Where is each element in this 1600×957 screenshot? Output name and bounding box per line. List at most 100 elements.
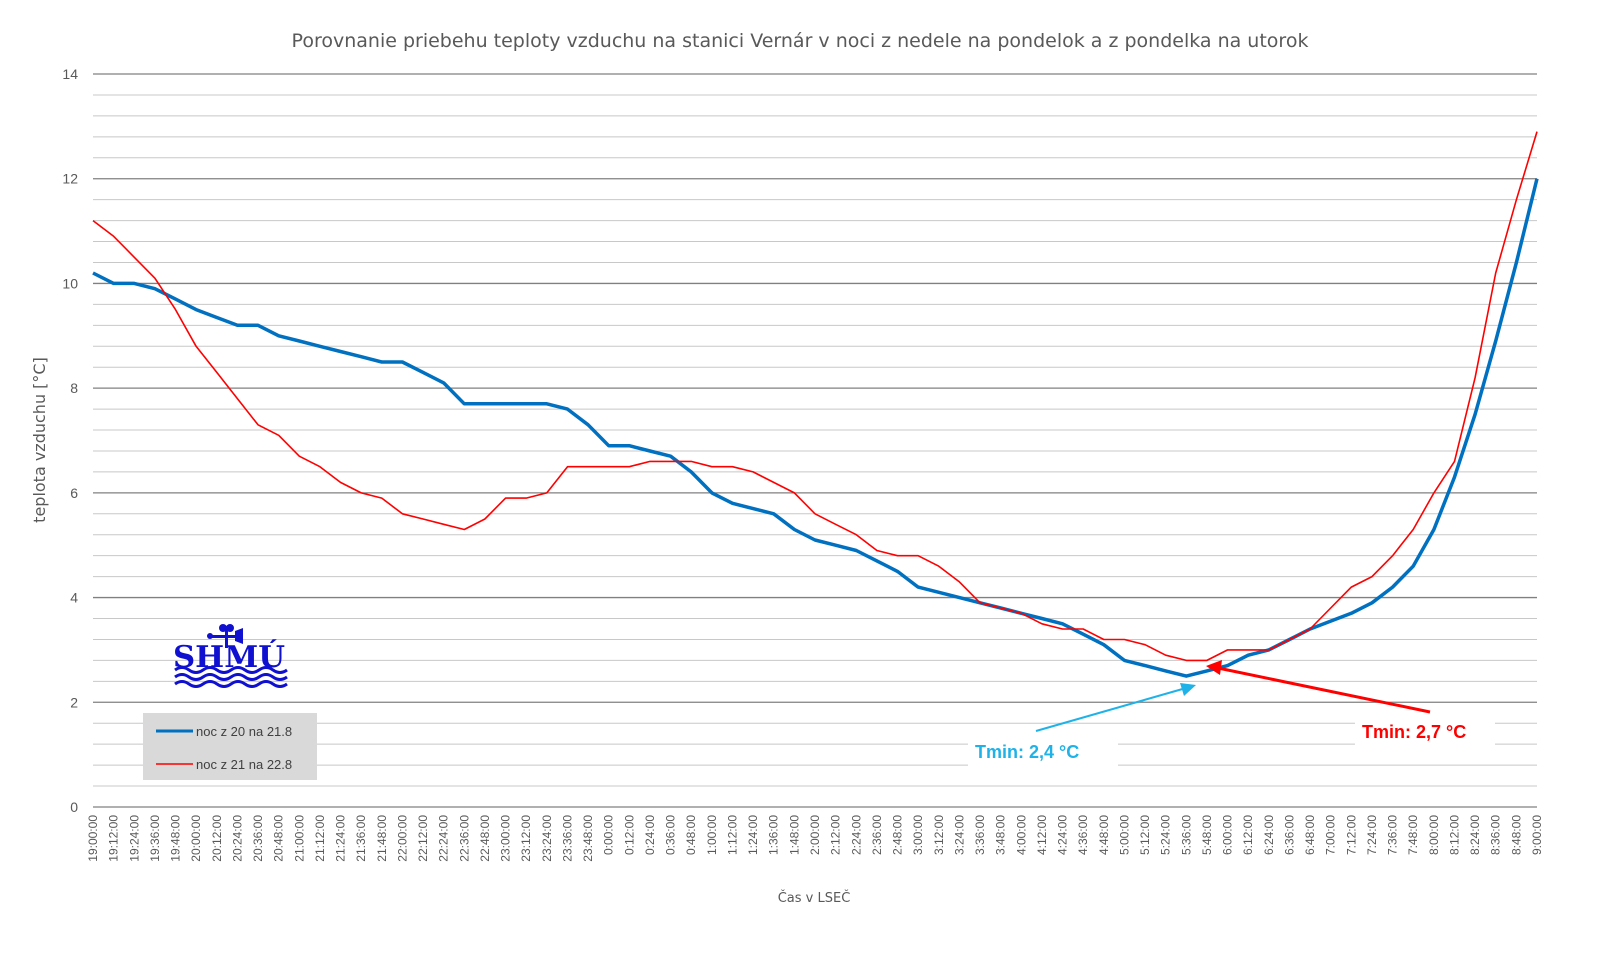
x-tick-label: 21:48:00 [375, 815, 389, 862]
y-tick-label: 2 [70, 694, 78, 710]
x-tick-label: 5:48:00 [1200, 815, 1214, 855]
series-lines [92, 131, 1539, 678]
annotation-arrow-red [1217, 666, 1431, 714]
x-tick-label: 20:48:00 [272, 815, 286, 862]
x-tick-label: 23:12:00 [519, 815, 533, 862]
y-tick-label: 10 [62, 275, 78, 291]
x-tick-label: 20:00:00 [189, 815, 203, 862]
y-tick-label: 6 [70, 485, 78, 501]
shmu-logo: SHMÚ [173, 624, 288, 688]
x-tick-label: 5:00:00 [1117, 815, 1131, 855]
x-tick-label: 23:24:00 [540, 815, 554, 862]
annotation-bg-blue [968, 735, 1118, 767]
x-tick-label: 4:36:00 [1076, 815, 1090, 855]
x-tick-label: 1:24:00 [746, 815, 760, 855]
x-axis-ticks: 19:00:00 19:12:00 19:24:00 19:36:00 19:48:00… [86, 815, 1544, 862]
x-tick-label: 21:24:00 [334, 815, 348, 862]
y-tick-label: 8 [70, 380, 78, 396]
y-tick-label: 12 [62, 171, 78, 187]
x-tick-label: 7:36:00 [1386, 815, 1400, 855]
x-tick-label: 22:00:00 [395, 815, 409, 862]
x-tick-label: 4:00:00 [1014, 815, 1028, 855]
x-tick-label: 22:24:00 [437, 815, 451, 862]
x-tick-label: 0:36:00 [664, 815, 678, 855]
x-tick-label: 6:36:00 [1282, 815, 1296, 855]
arrow-head-blue-icon [1180, 683, 1196, 696]
x-tick-label: 23:36:00 [560, 815, 574, 862]
waves-icon [174, 666, 288, 688]
weather-vane-icon [207, 624, 243, 648]
arrow-head-red-icon [1206, 660, 1222, 675]
x-tick-label: 1:00:00 [705, 815, 719, 855]
legend: noc z 20 na 21.8 noc z 21 na 22.8 [143, 713, 317, 780]
x-tick-label: 4:12:00 [1035, 815, 1049, 855]
y-tick-label: 0 [70, 799, 78, 815]
chart-title: Porovnanie priebehu teploty vzduchu na s… [292, 30, 1309, 52]
annotations: Tmin: 2,4 °C Tmin: 2,7 °C [968, 660, 1495, 767]
x-tick-label: 8:24:00 [1468, 815, 1482, 855]
x-tick-label: 2:00:00 [808, 815, 822, 855]
annotation-arrow-blue [1035, 687, 1187, 732]
x-tick-label: 19:12:00 [107, 815, 121, 862]
x-tick-label: 23:00:00 [499, 815, 513, 862]
x-tick-label: 2:36:00 [870, 815, 884, 855]
x-tick-label: 21:12:00 [313, 815, 327, 862]
x-tick-label: 20:12:00 [210, 815, 224, 862]
annotation-tmin-red: Tmin: 2,7 °C [1362, 722, 1466, 742]
x-tick-label: 4:24:00 [1056, 815, 1070, 855]
x-tick-label: 22:12:00 [416, 815, 430, 862]
x-tick-label: 19:48:00 [169, 815, 183, 862]
x-tick-label: 9:00:00 [1530, 815, 1544, 855]
x-tick-label: 6:12:00 [1241, 815, 1255, 855]
x-tick-label: 3:00:00 [911, 815, 925, 855]
x-tick-label: 2:48:00 [891, 815, 905, 855]
x-tick-label: 8:00:00 [1427, 815, 1441, 855]
x-tick-label: 3:24:00 [952, 815, 966, 855]
x-tick-label: 7:24:00 [1365, 815, 1379, 855]
x-tick-label: 19:24:00 [127, 815, 141, 862]
x-tick-label: 0:12:00 [622, 815, 636, 855]
x-tick-label: 7:48:00 [1406, 815, 1420, 855]
x-tick-label: 6:24:00 [1262, 815, 1276, 855]
x-tick-label: 8:12:00 [1447, 815, 1461, 855]
x-tick-label: 7:00:00 [1324, 815, 1338, 855]
legend-background [143, 713, 317, 780]
x-tick-label: 8:36:00 [1489, 815, 1503, 855]
x-tick-label: 0:48:00 [684, 815, 698, 855]
annotation-bg-red [1355, 715, 1495, 747]
x-tick-label: 22:48:00 [478, 815, 492, 862]
x-tick-label: 20:36:00 [251, 815, 265, 862]
x-tick-label: 1:36:00 [767, 815, 781, 855]
x-tick-label: 3:48:00 [994, 815, 1008, 855]
x-tick-label: 5:36:00 [1179, 815, 1193, 855]
x-tick-label: 4:48:00 [1097, 815, 1111, 855]
x-axis-label: Čas v LSEČ [778, 890, 851, 906]
gridlines [93, 73, 1537, 808]
x-tick-label: 5:12:00 [1138, 815, 1152, 855]
legend-label-series-1: noc z 20 na 21.8 [196, 724, 292, 739]
x-tick-label: 20:24:00 [230, 815, 244, 862]
x-tick-label: 2:24:00 [849, 815, 863, 855]
x-tick-label: 3:12:00 [932, 815, 946, 855]
x-tick-label: 22:36:00 [457, 815, 471, 862]
x-tick-label: 19:36:00 [148, 815, 162, 862]
y-tick-label: 4 [70, 590, 78, 606]
x-tick-label: 3:36:00 [973, 815, 987, 855]
annotation-tmin-blue: Tmin: 2,4 °C [975, 742, 1079, 762]
x-tick-label: 1:48:00 [787, 815, 801, 855]
x-tick-label: 1:12:00 [725, 815, 739, 855]
x-tick-label: 0:00:00 [602, 815, 616, 855]
legend-label-series-2: noc z 21 na 22.8 [196, 757, 292, 772]
y-axis-ticks: 0 2 4 6 8 10 12 14 [62, 66, 78, 815]
y-axis-label: teplota vzduchu [°C] [30, 357, 49, 523]
x-tick-label: 21:36:00 [354, 815, 368, 862]
x-tick-label: 6:48:00 [1303, 815, 1317, 855]
x-tick-label: 5:24:00 [1159, 815, 1173, 855]
x-tick-label: 0:24:00 [643, 815, 657, 855]
x-tick-label: 21:00:00 [292, 815, 306, 862]
x-tick-label: 8:48:00 [1509, 815, 1523, 855]
y-tick-label: 14 [62, 66, 78, 82]
x-tick-label: 7:12:00 [1344, 815, 1358, 855]
